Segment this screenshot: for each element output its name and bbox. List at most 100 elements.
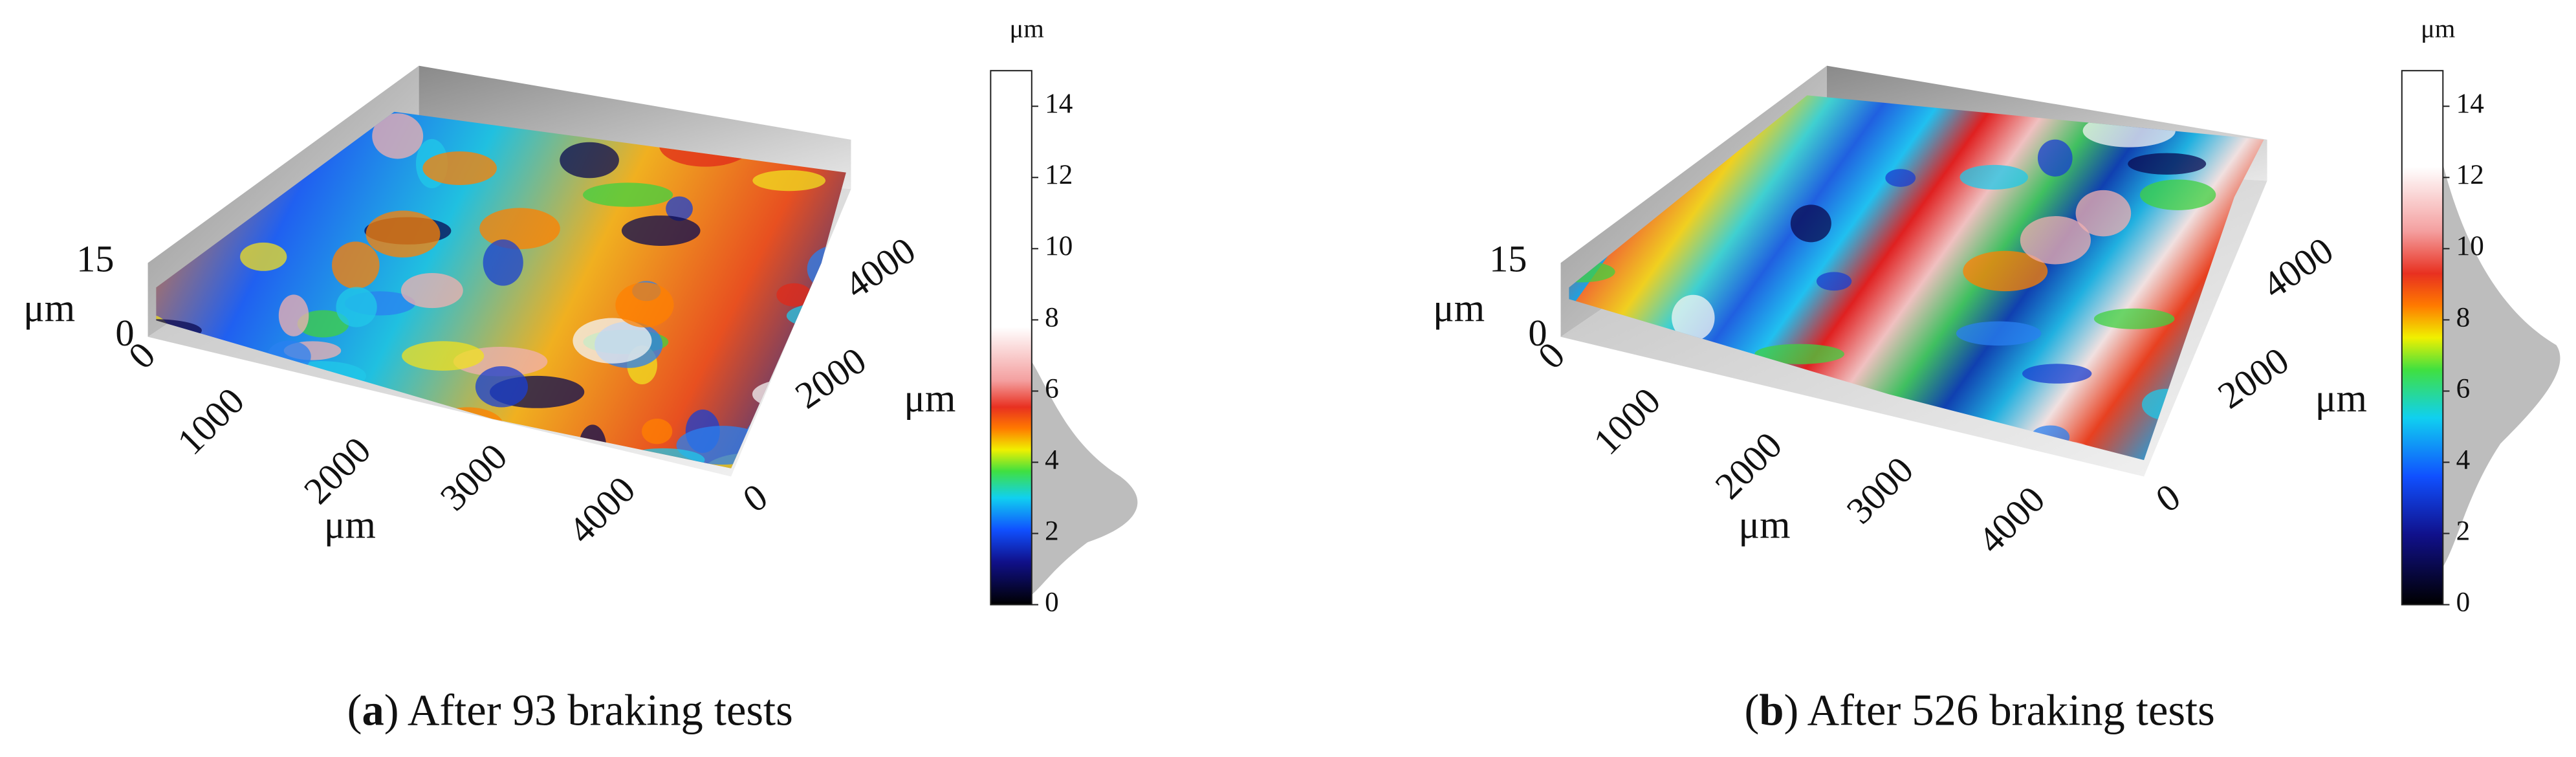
colorbar-tick-label: 6 [2456,373,2471,404]
surface-patch [1569,455,1590,461]
caption-part: a [362,685,384,734]
x-axis-unit: μm [324,504,376,547]
surface-patch [1956,321,2042,346]
surface-patch [278,294,309,336]
colorbar-tick-label: 12 [1045,160,1073,190]
surface-patch [2075,190,2132,237]
surface-patch [1959,164,2029,190]
surface-patch [573,318,652,364]
surface-patch [1569,136,1625,178]
caption-part: b [1759,685,1784,734]
caption-part: ) After 526 braking tests [1784,685,2214,734]
surface-patch [336,287,377,327]
colorbar-tick-label: 4 [2456,444,2471,475]
x-tick-label: 4000 [560,468,644,552]
surface-patch [240,242,287,271]
surface-patch [1963,250,2048,292]
surface-patch [244,116,290,155]
colorbar-unit: μm [2421,14,2455,43]
surface-patch [1569,95,1641,114]
colorbar-unit: μm [1010,14,1044,43]
surface-patch [156,111,179,119]
y-tick-label: 4000 [837,229,923,307]
colorbar [990,70,1032,606]
x-tick-label: 2000 [296,429,379,512]
z-tick-label: 15 [76,238,114,280]
surface-patch [2020,216,2091,265]
z-axis-unit: μm [23,287,75,331]
caption-part: ( [1745,685,1760,734]
z-tick-label: 0 [115,312,134,354]
colorbar-tick-label: 8 [2456,302,2471,333]
surface-patch [621,215,701,246]
surface-patch [402,341,485,371]
colorbar [2401,70,2444,606]
x-axis-unit: μm [1738,504,1790,547]
x-tick-label: 4000 [1970,478,2053,562]
y-tick-label: 0 [2148,476,2188,521]
colorbar-tick-label: 8 [1045,302,1059,333]
surface-patch [2037,139,2073,177]
x-tick-label: 3000 [1839,448,1922,532]
x-tick-label: 2000 [1707,424,1791,507]
surface-patch [1885,169,1916,187]
surface-patch [2128,153,2207,175]
y-tick-label: 2000 [2210,339,2297,417]
colorbar-tick-label: 0 [2456,587,2471,617]
surface-patch [372,113,424,159]
y-tick-label: 4000 [2254,229,2341,307]
surface-patch [400,272,463,309]
z-tick-label: 0 [1528,312,1547,354]
colorbar-tick-label: 0 [1045,587,1059,617]
x-tick-label: 1000 [1586,380,1669,463]
z-tick-label: 15 [1489,238,1527,280]
surface-patch [2093,308,2175,329]
colorbar-tick-label: 4 [1045,444,1059,475]
surface-patch [1790,204,1831,243]
surface-patch [642,419,673,444]
colorbar-tick-label: 14 [2456,89,2484,119]
surface-patch [2193,95,2229,106]
surface-patch [578,424,607,468]
surface-patch [332,241,380,289]
caption-part: ( [347,685,362,734]
surface-patch [422,151,497,185]
surface-patch [666,196,693,221]
colorbar-tick-label: 2 [2456,516,2471,546]
surface-patch [157,147,190,168]
surface-patch [1672,294,1715,341]
surface-patch [483,239,523,286]
y-axis-unit: μm [2315,377,2367,421]
colorbar-tick-label: 10 [2456,231,2484,261]
surface-patch [2022,364,2092,384]
surface-patch [786,303,846,329]
surface-patch [2216,449,2246,461]
surface-patch [583,182,673,207]
surface-patch [776,283,812,307]
surface-patch [752,170,826,192]
x-tick-label: 3000 [432,435,516,519]
surface-patch [560,142,619,179]
colorbar-tick-label: 14 [1045,89,1073,119]
caption: (b) After 526 braking tests [1745,685,2215,734]
y-axis-unit: μm [904,377,955,421]
caption-part: ) After 93 braking tests [384,685,793,734]
y-tick-label: 0 [736,476,775,521]
surface-patch [746,411,837,457]
colorbar-tick-label: 6 [1045,373,1059,404]
surface-patch [2139,179,2216,210]
colorbar-tick-label: 2 [1045,516,1059,546]
x-tick-label: 0 [1530,334,1573,377]
histogram [1031,361,1138,595]
surface-patch [2178,413,2264,439]
surface-patch [1570,355,1644,386]
x-tick-label: 1000 [169,380,253,463]
caption: (a) After 93 braking tests [347,685,793,734]
surface-patch [475,366,529,408]
surface-patch [156,368,201,409]
histogram [2443,164,2560,567]
surface-patch [297,310,349,338]
surface-patch [479,208,560,250]
surface-patch [1816,272,1852,291]
